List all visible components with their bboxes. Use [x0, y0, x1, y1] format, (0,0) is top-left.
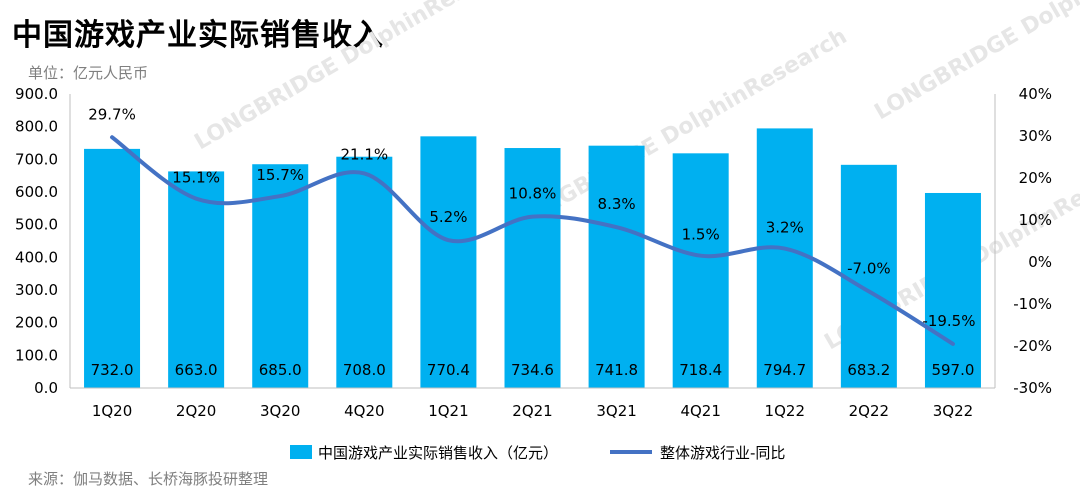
- watermark-text: LONGBRIDGE DolphinResearch: [871, 0, 1080, 125]
- x-tick-label: 2Q22: [849, 402, 889, 420]
- line-series: [110, 135, 955, 346]
- line-value-label: 15.7%: [256, 166, 304, 184]
- bar-series: [84, 128, 981, 388]
- line-labels: 29.7% 15.1% 15.7% 21.1% 5.2% 10.8% 8.3% 1.5% 3.2…: [88, 105, 975, 330]
- legend-bar-label: 中国游戏产业实际销售收入（亿元）: [318, 444, 558, 462]
- bar-value-label: 734.6: [511, 361, 554, 379]
- line-value-label: 29.7%: [88, 105, 136, 123]
- watermark-text: LONGBRIDGE DolphinResearch: [191, 0, 532, 155]
- x-tick-label: 4Q20: [344, 402, 384, 420]
- bar-value-label: 597.0: [931, 361, 974, 379]
- right-tick-label: 0%: [1028, 253, 1052, 271]
- chart-title: 中国游戏产业实际销售收入: [12, 18, 384, 53]
- line-value-label: 3.2%: [766, 219, 804, 237]
- bar-value-label: 741.8: [595, 361, 638, 379]
- legend: 中国游戏产业实际销售收入（亿元） 整体游戏行业-同比: [290, 444, 785, 462]
- bar: [84, 148, 141, 388]
- left-tick-label: 700.0: [15, 150, 58, 168]
- x-tick-label: 2Q21: [512, 402, 552, 420]
- left-tick-label: 600.0: [15, 183, 58, 201]
- left-tick-label: 300.0: [15, 281, 58, 299]
- bar: [504, 148, 561, 388]
- yoy-line: [110, 135, 955, 346]
- bar: [420, 136, 477, 388]
- line-value-label: 21.1%: [340, 145, 388, 163]
- line-value-label: -19.5%: [922, 312, 975, 330]
- bar-value-label: 770.4: [427, 361, 470, 379]
- bar: [168, 171, 225, 388]
- left-tick-label: 200.0: [15, 314, 58, 332]
- line-value-label: 15.1%: [172, 169, 220, 187]
- line-value-label: 8.3%: [598, 195, 636, 213]
- left-axis-ticks: 0.0 100.0 200.0 300.0 400.0 500.0 600.0 700.0 80…: [15, 85, 58, 397]
- left-tick-label: 100.0: [15, 346, 58, 364]
- right-axis-ticks: -30% -20% -10% 0% 10% 20% 30% 40%: [1013, 85, 1052, 397]
- source-note: 来源：伽马数据、长桥海豚投研整理: [28, 470, 269, 488]
- bar: [336, 156, 393, 388]
- x-tick-label: 1Q22: [765, 402, 805, 420]
- x-tick-label: 4Q21: [680, 402, 720, 420]
- line-value-label: 1.5%: [682, 226, 720, 244]
- bar-value-label: 685.0: [259, 361, 302, 379]
- x-tick-label: 1Q20: [92, 402, 132, 420]
- line-value-label: 5.2%: [429, 208, 467, 226]
- bar: [924, 192, 981, 388]
- x-tick-label: 3Q20: [260, 402, 300, 420]
- right-tick-label: 40%: [1019, 85, 1052, 103]
- bar-labels: 732.0 663.0 685.0 708.0 770.4 734.6 741.8 718.4…: [91, 361, 975, 379]
- bar-value-label: 663.0: [175, 361, 218, 379]
- bar-value-label: 708.0: [343, 361, 386, 379]
- left-tick-label: 900.0: [15, 85, 58, 103]
- x-tick-label: 3Q21: [596, 402, 636, 420]
- legend-bar-swatch: [290, 445, 312, 459]
- bar: [252, 164, 309, 388]
- line-value-label: 10.8%: [509, 185, 557, 203]
- bar-value-label: 732.0: [91, 361, 134, 379]
- bar: [588, 145, 645, 388]
- x-tick-label: 1Q21: [428, 402, 468, 420]
- right-tick-label: 20%: [1019, 169, 1052, 187]
- left-tick-label: 0.0: [34, 379, 58, 397]
- left-tick-label: 800.0: [15, 118, 58, 136]
- bar-value-label: 683.2: [847, 361, 890, 379]
- x-axis-ticks: 1Q20 2Q20 3Q20 4Q20 1Q21 2Q21 3Q21 4Q21 1Q22 2Q22…: [92, 402, 973, 420]
- bar: [840, 164, 897, 388]
- right-tick-label: -20%: [1013, 337, 1052, 355]
- right-tick-label: 10%: [1019, 211, 1052, 229]
- line-value-label: -7.0%: [847, 259, 891, 277]
- legend-line-label: 整体游戏行业-同比: [660, 444, 785, 462]
- right-tick-label: -30%: [1013, 379, 1052, 397]
- bar-value-label: 718.4: [679, 361, 722, 379]
- x-tick-label: 2Q20: [176, 402, 216, 420]
- axes: [69, 94, 996, 389]
- right-tick-label: -10%: [1013, 295, 1052, 313]
- left-tick-label: 500.0: [15, 216, 58, 234]
- left-tick-label: 400.0: [15, 248, 58, 266]
- bar: [756, 128, 813, 388]
- unit-label: 单位：亿元人民币: [28, 64, 149, 82]
- x-tick-label: 3Q22: [933, 402, 973, 420]
- bar: [672, 153, 729, 388]
- bar-value-label: 794.7: [763, 361, 806, 379]
- right-tick-label: 30%: [1019, 127, 1052, 145]
